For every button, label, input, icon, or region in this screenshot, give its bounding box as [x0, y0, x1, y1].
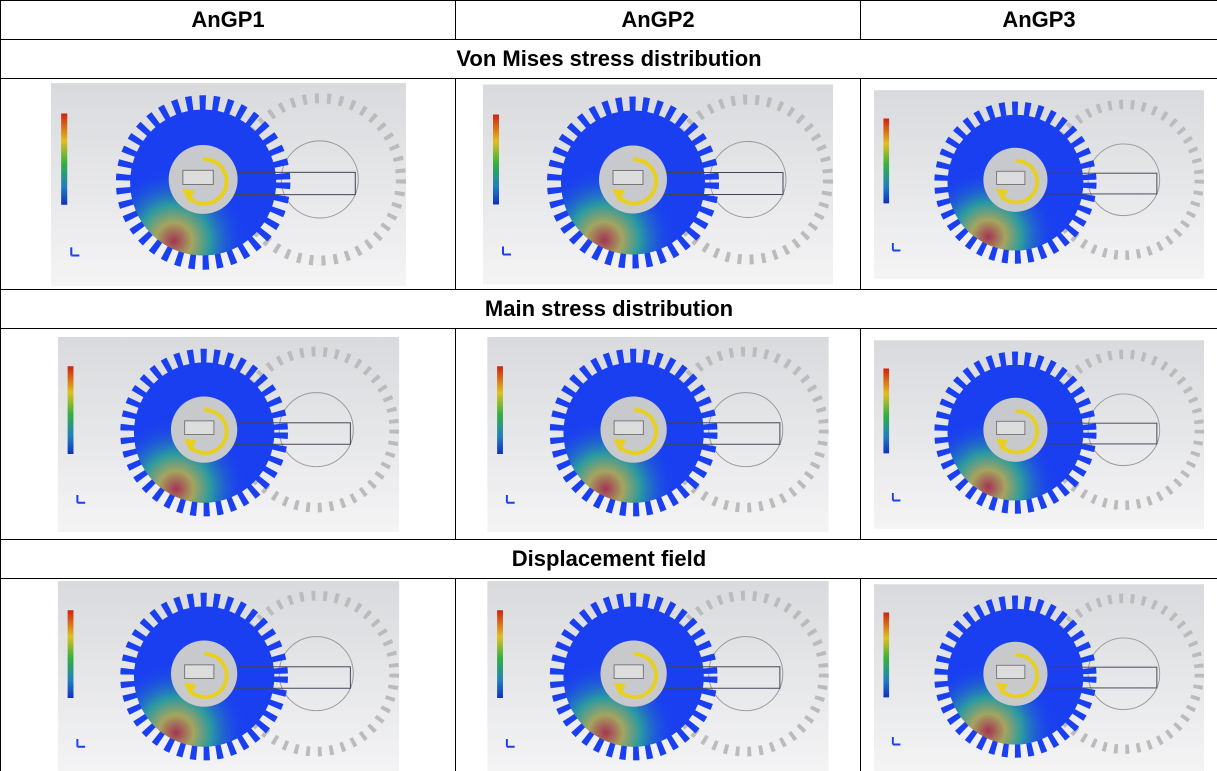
section-title: Von Mises stress distribution — [0, 39, 1217, 79]
column-header: AnGP3 — [860, 0, 1217, 40]
fea-image — [483, 82, 833, 287]
image-cell — [860, 328, 1217, 540]
fea-image — [874, 581, 1204, 771]
image-cell — [0, 578, 456, 771]
image-cell — [455, 328, 861, 540]
section-title: Main stress distribution — [0, 289, 1217, 329]
image-cell — [860, 578, 1217, 771]
image-cell — [860, 78, 1217, 290]
section-title: Displacement field — [0, 539, 1217, 579]
image-cell — [455, 78, 861, 290]
fea-image — [51, 581, 406, 771]
image-cell — [455, 578, 861, 771]
fea-image — [51, 82, 406, 287]
fea-image — [874, 82, 1204, 287]
fea-image — [483, 581, 833, 771]
image-cell — [0, 78, 456, 290]
column-header: AnGP2 — [455, 0, 861, 40]
fea-image — [874, 337, 1204, 532]
column-header: AnGP1 — [0, 0, 456, 40]
fea-image — [51, 337, 406, 532]
fea-image — [483, 337, 833, 532]
image-cell — [0, 328, 456, 540]
